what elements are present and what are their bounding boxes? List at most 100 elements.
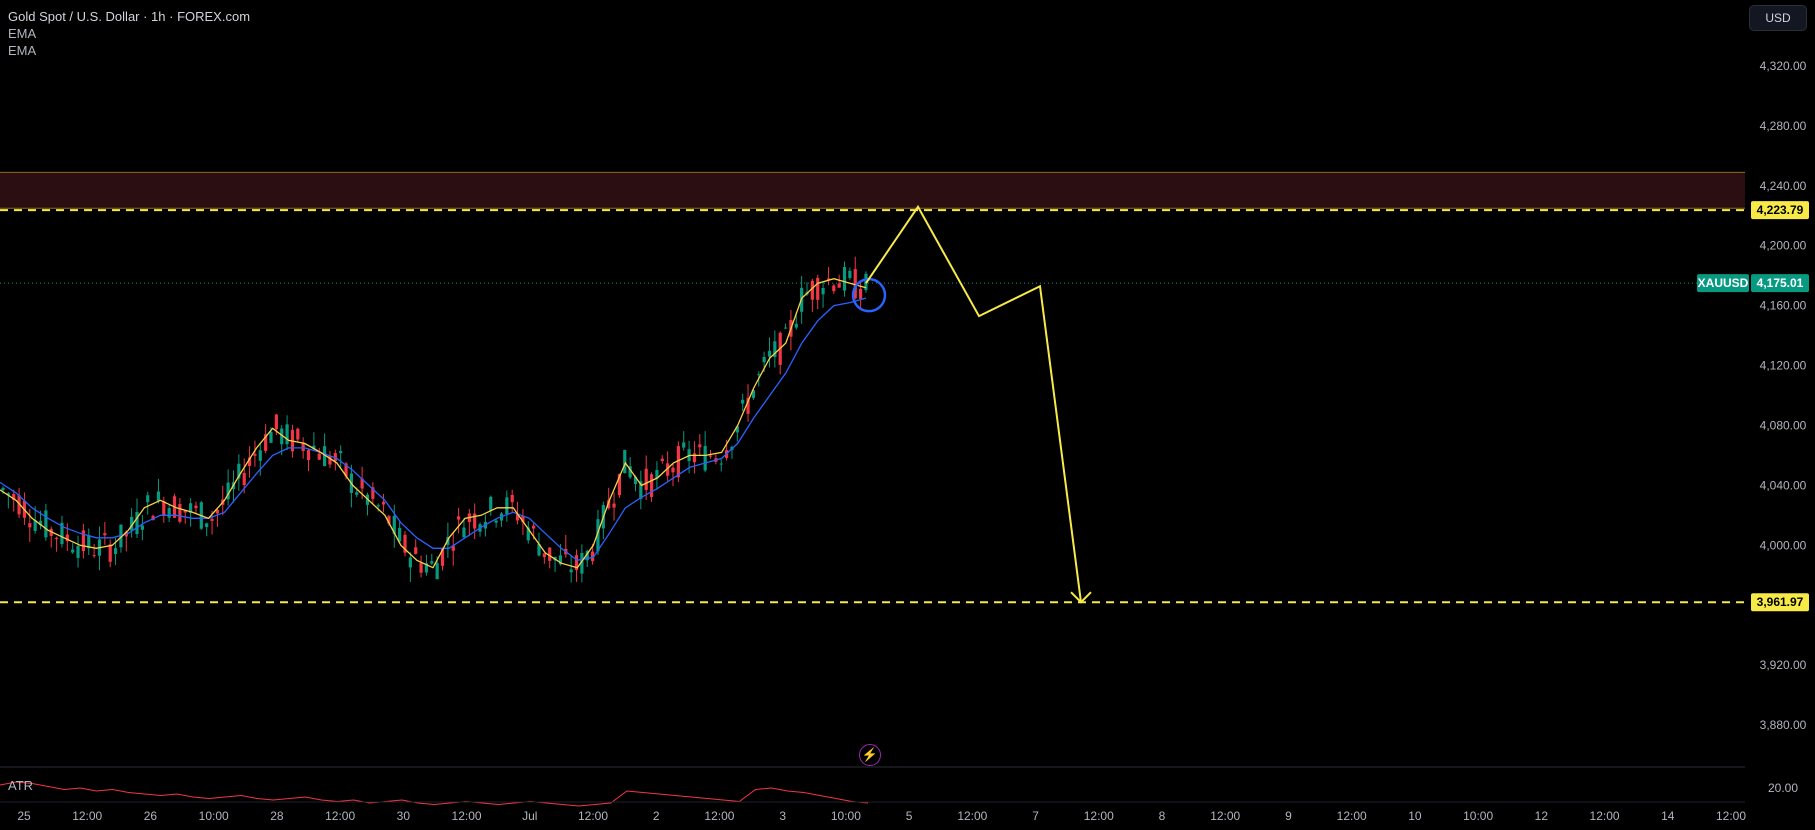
resistance-price-label-text: 4,223.79 <box>1757 203 1804 217</box>
candle-body <box>682 442 686 448</box>
candle <box>489 495 493 516</box>
candle-body <box>505 497 509 515</box>
candle <box>306 449 311 472</box>
candle-body <box>773 341 777 357</box>
candle-body <box>548 547 552 561</box>
candle-body <box>596 519 600 552</box>
candle-body <box>810 280 814 300</box>
price-tick-label: 4,240.00 <box>1760 179 1807 193</box>
candle-body <box>76 545 80 558</box>
candle-body <box>408 557 412 568</box>
candle-body <box>178 504 182 522</box>
candle-body <box>280 428 284 445</box>
candle <box>87 528 91 555</box>
candle-body <box>317 453 321 460</box>
candle-body <box>140 525 144 530</box>
candle-body <box>237 463 241 479</box>
candle-body <box>113 548 118 555</box>
candle-body <box>649 474 654 497</box>
candle-body <box>135 511 139 534</box>
symbol-label: XAUUSD <box>1697 274 1749 293</box>
candle <box>473 503 477 540</box>
candle <box>773 330 777 368</box>
candle <box>510 489 514 514</box>
candle-body <box>92 555 96 557</box>
candle <box>671 463 675 487</box>
candle-body <box>242 472 246 485</box>
candle <box>205 522 209 537</box>
candle <box>735 425 739 442</box>
price-tick-label: 4,320.00 <box>1760 59 1807 73</box>
currency-button[interactable]: USD <box>1749 5 1807 31</box>
candle <box>76 535 80 568</box>
indicator-ema-2[interactable]: EMA <box>8 43 37 58</box>
candle-body <box>1 487 5 491</box>
candle <box>237 454 241 491</box>
candle-body <box>741 399 745 404</box>
candle <box>859 280 863 309</box>
price-tick-label: 4,120.00 <box>1760 359 1807 373</box>
time-tick-label: Jul <box>522 809 537 823</box>
candle <box>12 489 16 512</box>
candle-body <box>848 270 852 278</box>
candle <box>194 501 198 514</box>
candle <box>333 449 337 471</box>
atr-label[interactable]: ATR <box>8 778 34 793</box>
candle-body <box>628 466 632 478</box>
candle-body <box>837 283 841 288</box>
price-tick-label: 4,040.00 <box>1760 478 1807 492</box>
candle-body <box>398 527 402 542</box>
lightning-icon[interactable]: ⚡ <box>859 744 881 766</box>
candle-body <box>612 503 616 508</box>
candle <box>607 487 611 510</box>
candle-body <box>826 278 831 280</box>
symbol-label-text: XAUUSD <box>1698 276 1749 290</box>
candle <box>649 472 654 502</box>
candle <box>816 274 820 310</box>
candle <box>783 323 788 329</box>
price-tick-label: 3,880.00 <box>1760 718 1807 732</box>
atr-line <box>0 781 869 807</box>
candle <box>494 518 498 528</box>
candle <box>457 507 461 534</box>
candle-body <box>473 513 477 529</box>
indicator-ema-1[interactable]: EMA <box>8 26 37 41</box>
candle <box>323 433 327 467</box>
candle-body <box>360 478 364 489</box>
time-tick-label: 9 <box>1285 809 1292 823</box>
candle <box>398 521 402 543</box>
candle-body <box>430 561 434 564</box>
candle <box>451 532 455 566</box>
highlight-circle <box>851 277 887 313</box>
candle-body <box>515 513 520 521</box>
candle <box>65 523 69 551</box>
time-tick-label: 2 <box>653 809 660 823</box>
candle-body <box>355 492 359 495</box>
candle <box>108 539 112 568</box>
candle-body <box>735 426 739 433</box>
candle-body <box>859 288 863 299</box>
time-tick-label: 26 <box>144 809 158 823</box>
candle-body <box>692 453 697 463</box>
time-tick-label: 30 <box>397 809 411 823</box>
candle <box>526 521 530 544</box>
time-tick-label: 12:00 <box>325 809 355 823</box>
support-price-label: 3,961.97 <box>1751 593 1809 612</box>
candle-body <box>424 563 429 573</box>
candle-body <box>574 555 579 571</box>
price-tick-label: 3,920.00 <box>1760 658 1807 672</box>
candle-body <box>526 527 530 541</box>
candle <box>682 431 686 451</box>
candle-body <box>633 476 638 484</box>
chart-title[interactable]: Gold Spot / U.S. Dollar · 1h · FOREX.com <box>8 9 251 24</box>
candle-body <box>189 503 193 513</box>
candle <box>312 432 316 451</box>
candle <box>660 455 664 464</box>
candle-body <box>816 277 820 300</box>
candle <box>376 503 380 512</box>
candle-body <box>264 434 268 451</box>
time-tick-label: 28 <box>270 809 284 823</box>
candle <box>365 492 370 516</box>
